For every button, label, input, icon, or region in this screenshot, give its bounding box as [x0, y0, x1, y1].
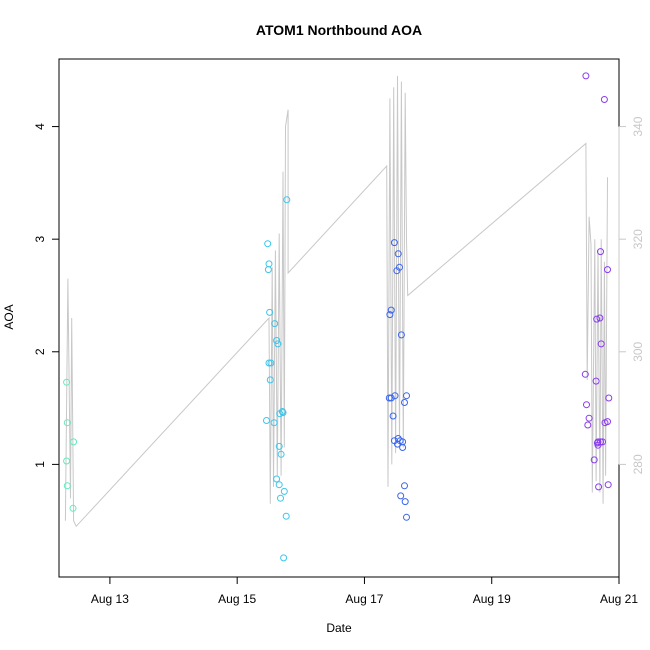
- chart-title: ATOM1 Northbound AOA: [256, 22, 422, 38]
- data-point-series-4: [593, 315, 601, 323]
- data-point-series-2: [263, 417, 270, 424]
- data-point-series-3: [387, 394, 395, 402]
- data-point-series-3: [394, 440, 401, 448]
- data-point-series-2: [282, 512, 290, 520]
- data-point-series-3: [397, 331, 405, 339]
- plot-frame: [58, 58, 620, 578]
- axes-layer: Aug 13 Aug 15 Aug 17 Aug 19 Aug 211234280300…: [33, 116, 645, 606]
- data-point-series-2: [267, 359, 275, 367]
- data-point-series-2: [273, 475, 281, 483]
- data-point-series-4: [604, 266, 611, 274]
- x-axis-label: Date: [326, 621, 352, 635]
- data-point-series-3: [401, 482, 408, 490]
- y2-tick-label: 340: [631, 116, 645, 136]
- data-point-series-3: [387, 306, 395, 314]
- data-point-series-3: [399, 444, 407, 451]
- y-tick-label: 2: [33, 348, 47, 355]
- y-tick-label: 4: [33, 123, 47, 130]
- data-point-series-4: [582, 72, 590, 80]
- data-point-series-4: [597, 340, 605, 348]
- data-point-series-2: [264, 266, 272, 274]
- data-point-series-3: [393, 267, 401, 275]
- data-point-series-4: [592, 377, 600, 385]
- data-point-series-2: [280, 487, 288, 495]
- data-point-series-3: [385, 394, 393, 402]
- data-point-series-3: [403, 513, 410, 521]
- x-tick-label: Aug 15: [218, 592, 256, 606]
- data-point-series-1: [63, 482, 71, 490]
- data-point-series-4: [585, 414, 593, 422]
- x-tick-label: Aug 19: [473, 592, 511, 606]
- data-point-series-3: [397, 492, 405, 500]
- data-point-series-1: [63, 457, 71, 465]
- data-point-series-2: [265, 359, 273, 367]
- data-point-series-2: [266, 376, 274, 384]
- data-point-series-4: [600, 96, 608, 103]
- y2-tick-label: 300: [631, 341, 645, 361]
- y-tick-label: 3: [33, 236, 47, 243]
- data-point-series-2: [283, 196, 291, 204]
- data-point-series-3: [389, 412, 397, 420]
- data-point-series-4: [583, 401, 590, 409]
- data-point-series-4: [594, 441, 602, 449]
- data-point-series-2: [266, 308, 274, 316]
- data-point-series-1: [63, 378, 71, 386]
- data-point-series-2: [275, 481, 283, 489]
- data-point-series-1: [69, 504, 77, 512]
- data-point-series-4: [595, 483, 603, 491]
- data-point-series-3: [386, 311, 394, 319]
- data-point-series-4: [584, 421, 592, 429]
- secondary-line-layer: [64, 75, 608, 528]
- data-point-series-4: [596, 314, 604, 322]
- data-point-series-4: [581, 370, 589, 378]
- data-point-series-2: [279, 409, 287, 417]
- data-point-series-3: [390, 239, 398, 247]
- data-point-series-3: [394, 250, 402, 258]
- data-point-series-2: [277, 494, 284, 502]
- y2-tick-label: 320: [631, 229, 645, 249]
- secondary-series-line: [64, 75, 608, 528]
- data-point-series-4: [599, 438, 606, 446]
- data-point-series-4: [590, 456, 598, 464]
- data-point-series-1: [63, 419, 71, 427]
- data-point-series-2: [265, 260, 273, 268]
- data-point-series-4: [605, 394, 613, 402]
- points-layer: [63, 72, 613, 562]
- data-point-series-2: [280, 554, 288, 562]
- y-axis-label: AOA: [2, 304, 16, 329]
- data-point-series-4: [597, 248, 604, 256]
- data-point-series-4: [604, 481, 612, 489]
- data-point-series-3: [391, 392, 399, 400]
- y2-tick-label: 280: [631, 454, 645, 474]
- x-tick-label: Aug 17: [345, 592, 383, 606]
- y-tick-label: 1: [33, 461, 47, 468]
- data-point-series-4: [601, 419, 609, 427]
- data-point-series-2: [270, 419, 278, 427]
- data-point-series-3: [403, 392, 410, 400]
- data-point-series-2: [275, 442, 283, 450]
- data-point-series-2: [277, 450, 285, 458]
- data-point-series-2: [271, 320, 279, 328]
- data-point-series-1: [70, 438, 78, 446]
- data-point-series-3: [401, 498, 409, 506]
- data-point-series-3: [401, 399, 408, 406]
- x-tick-label: Aug 13: [91, 592, 129, 606]
- data-point-series-2: [274, 340, 282, 348]
- data-point-series-2: [264, 240, 272, 248]
- x-tick-label: Aug 21: [600, 592, 638, 606]
- data-point-series-2: [273, 337, 281, 344]
